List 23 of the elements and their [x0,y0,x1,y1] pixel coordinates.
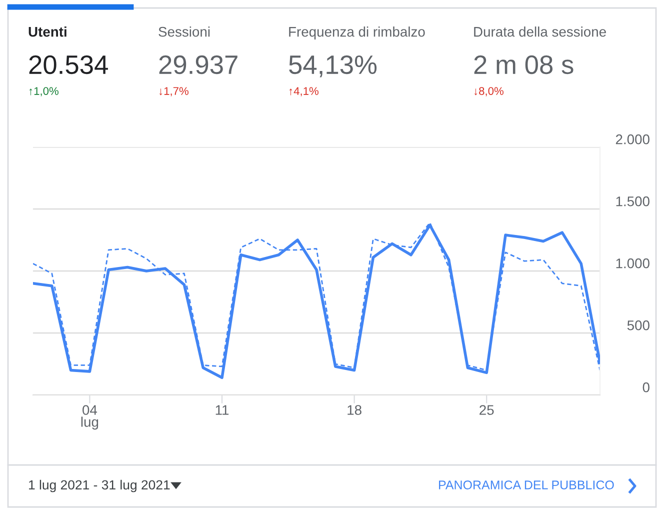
y-tick-label: 0 [642,382,650,392]
y-tick-label: 1.500 [616,196,650,206]
text: Frequenza di rimbalzo [289,26,425,40]
text: 20.534 [29,55,108,74]
y-tick-label: 2.000 [616,134,650,144]
text: PANORAMICA DEL PUBBLICO [439,480,614,490]
y-tick-label: 1.000 [616,258,650,268]
x-tick-label: 18 [348,405,362,415]
x-tick-label: 11 [216,405,229,415]
text: Utenti [28,26,66,37]
text: 1 lug 2021 - 31 lug 2021 [29,480,170,492]
text: 29.937 [159,55,238,74]
text: ↓1,7% [159,87,188,96]
x-tick-label: 04 lug [81,405,98,430]
text: Durata della sessione [474,26,606,37]
y-tick-label: 500 [627,320,650,330]
text: 54,13% [289,55,377,78]
x-tick-label: 25 [480,405,494,415]
text: Sessioni [158,26,210,37]
text: 2 m 08 s [474,55,574,74]
text: ↑4,1% [289,87,318,96]
text: ↑1,0% [29,87,58,96]
text: ↓8,0% [474,87,504,96]
